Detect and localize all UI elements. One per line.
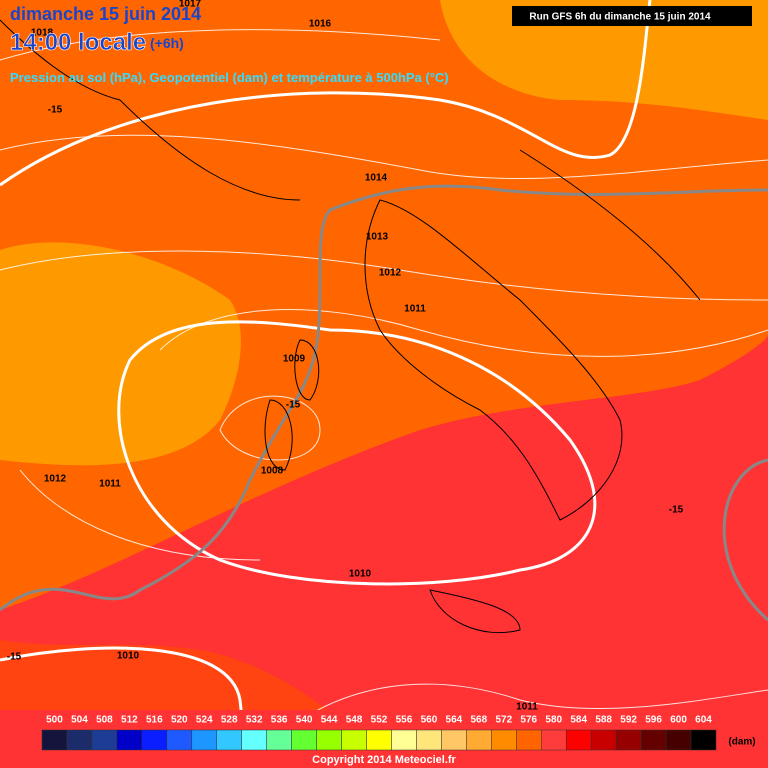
legend-value: 520 — [171, 715, 188, 726]
isobar-label: 1008 — [261, 466, 284, 477]
isobar-label: 1012 — [379, 268, 402, 279]
legend-swatch — [441, 729, 467, 751]
legend: 500 504 508 512 516 520 524 528 532 536 540 544 548 5… — [41, 715, 756, 751]
legend-swatch — [665, 729, 692, 751]
legend-value: 536 — [271, 715, 288, 726]
legend-value: 504 — [71, 715, 88, 726]
zone-light — [440, 0, 768, 120]
legend-swatch — [241, 729, 267, 751]
legend-value: 568 — [471, 715, 488, 726]
legend-unit: (dam) — [728, 737, 755, 748]
isobar-label: 1011 — [516, 702, 538, 713]
copyright: Copyright 2014 Meteociel.fr — [312, 754, 456, 766]
isobar-label: 1018 — [31, 28, 54, 39]
legend-value: 556 — [396, 715, 413, 726]
legend-swatch — [341, 729, 367, 751]
isobar-label: 1016 — [309, 19, 332, 30]
legend-value: 500 — [46, 715, 63, 726]
legend-value: 516 — [146, 715, 163, 726]
legend-swatch — [565, 729, 592, 751]
legend-value: 588 — [595, 715, 612, 726]
legend-value: 524 — [196, 715, 213, 726]
legend-value: 548 — [346, 715, 363, 726]
isobar-label: -15 — [286, 400, 301, 411]
isobar-label: -15 — [7, 652, 22, 663]
isobar-label: 1011 — [404, 304, 426, 315]
legend-value: 508 — [96, 715, 113, 726]
legend-value: 580 — [545, 715, 562, 726]
legend-swatch — [216, 729, 242, 751]
legend-value: 592 — [620, 715, 637, 726]
legend-swatch — [166, 729, 193, 751]
isobar-label: 1009 — [283, 354, 306, 365]
legend-swatch — [491, 729, 517, 751]
legend-value: 512 — [121, 715, 138, 726]
legend-swatch — [91, 729, 118, 751]
legend-swatch — [116, 729, 143, 751]
isobar-label: 1010 — [117, 651, 140, 662]
legend-swatch — [690, 729, 717, 751]
isobar-label: 1012 — [44, 474, 67, 485]
legend-value: 544 — [321, 715, 338, 726]
legend-swatch — [391, 729, 417, 751]
date-title: dimanche 15 juin 2014 — [10, 4, 201, 24]
isobar-label: 1010 — [349, 569, 372, 580]
isobar-label: 1017 — [179, 0, 202, 10]
zone-dark — [0, 640, 350, 730]
legend-swatch — [416, 729, 442, 751]
legend-swatch — [366, 729, 392, 751]
isobar-label: 1011 — [99, 479, 121, 490]
legend-swatch — [541, 729, 567, 751]
map-labels: 1017 1016 1018 -15 1014 1013 1012 1011 1009 -15 10… — [7, 0, 684, 713]
zone-light — [0, 242, 241, 466]
isobar-label: -15 — [48, 105, 63, 116]
legend-value: 576 — [520, 715, 537, 726]
legend-value: 584 — [570, 715, 587, 726]
offset: (+6h) — [150, 35, 184, 51]
zone-red — [0, 335, 768, 730]
legend-value: 604 — [695, 715, 712, 726]
legend-value: 552 — [371, 715, 388, 726]
time-title: 14:00 locale — [10, 29, 146, 56]
legend-swatch — [291, 729, 317, 751]
isobar-label: 1013 — [366, 232, 389, 243]
legend-swatch — [316, 729, 342, 751]
legend-swatch — [141, 729, 168, 751]
legend-swatch — [516, 729, 542, 751]
legend-swatch — [66, 729, 93, 751]
legend-value: 564 — [446, 715, 463, 726]
isobar-label: 1014 — [365, 173, 388, 184]
coastlines — [0, 19, 701, 634]
legend-swatch — [640, 729, 667, 751]
legend-value: 600 — [670, 715, 687, 726]
legend-swatch — [466, 729, 492, 751]
subtitle: Pression au sol (hPa), Geopotentiel (dam… — [10, 70, 449, 85]
legend-swatch — [191, 729, 217, 751]
legend-swatch — [590, 729, 617, 751]
legend-value: 560 — [421, 715, 438, 726]
legend-swatch — [41, 729, 68, 751]
legend-value: 572 — [495, 715, 512, 726]
legend-value: 540 — [296, 715, 313, 726]
legend-swatch — [615, 729, 642, 751]
legend-value: 528 — [221, 715, 238, 726]
legend-value: 596 — [645, 715, 662, 726]
isobar-label: -15 — [669, 505, 684, 516]
run-box — [512, 6, 752, 26]
run-info: Run GFS 6h du dimanche 15 juin 2014 — [529, 12, 711, 23]
legend-value: 532 — [246, 715, 263, 726]
legend-swatch — [266, 729, 292, 751]
